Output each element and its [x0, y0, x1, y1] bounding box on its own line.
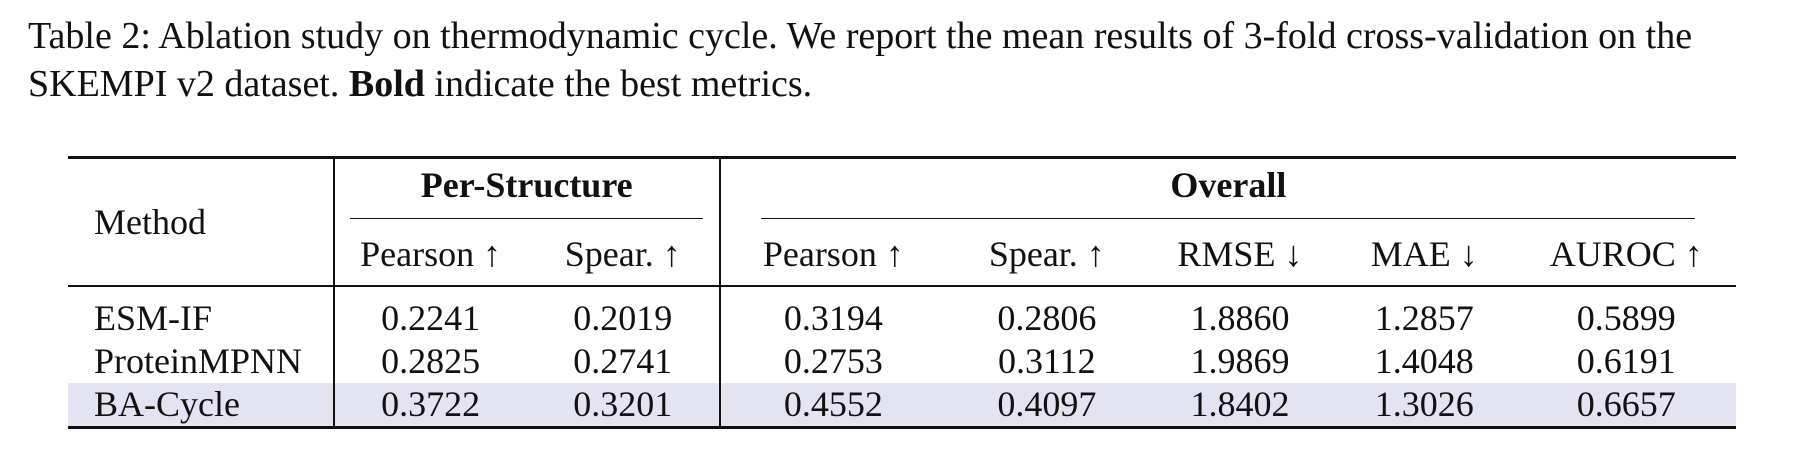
metric-cell: 0.6191 [1576, 341, 1676, 381]
method-cell: ProteinMPNN [68, 340, 335, 383]
caption-tail: indicate the best metrics. [434, 63, 813, 105]
metric-cell: 0.3201 [526, 383, 721, 428]
metric-cell: 0.5899 [1576, 298, 1676, 338]
metric-cell: 0.2741 [526, 340, 721, 383]
metric-cell: 1.9869 [1190, 341, 1290, 381]
table-row: ESM-IF 0.2241 0.2019 0.3194 0.2806 1.8860 1.28… [68, 286, 1736, 340]
group-header-overall: Overall [720, 158, 1736, 224]
column-header: Spear. ↑ [988, 234, 1105, 274]
caption-bold-word: Bold [348, 63, 425, 105]
table-caption: Table 2: Ablation study on thermodynamic… [28, 12, 1783, 108]
group-header-row: Method Per-Structure Overall [68, 157, 1736, 286]
metric-cell: 1.4048 [1374, 341, 1474, 381]
metric-cell: 0.2019 [526, 286, 721, 340]
column-header: RMSE ↓ [1177, 234, 1303, 274]
column-header: MAE ↓ [1370, 234, 1478, 274]
results-table: Method Per-Structure Overall Pearson ↑ S… [68, 156, 1736, 429]
metric-cell: 0.2806 [997, 298, 1097, 338]
method-cell: BA-Cycle [68, 383, 335, 428]
group-header-per-structure: Per-Structure [333, 157, 721, 223]
caption-lead: Table 2: Ablation study on thermodynamic… [28, 15, 1693, 105]
metric-cell: 0.3112 [997, 341, 1096, 381]
column-header: AUROC ↑ [1549, 234, 1703, 274]
metric-cell: 1.8860 [1190, 298, 1290, 338]
table-row: BA-Cycle 0.3722 0.3201 0.4552 0.4097 1.8402 1.… [68, 383, 1736, 428]
group-label-per-structure: Per-Structure [349, 164, 704, 219]
metric-cell: 0.2825 [381, 341, 481, 381]
method-cell: ESM-IF [68, 286, 335, 340]
column-header: Pearson ↑ [360, 234, 502, 274]
table-row: ProteinMPNN 0.2825 0.2741 0.2753 0.3112 1.986… [68, 340, 1736, 383]
group-label-overall: Overall [761, 164, 1696, 219]
metric-cell: 0.2753 [783, 341, 883, 381]
method-header: Method [68, 157, 335, 286]
metric-cell: 1.3026 [1332, 383, 1517, 428]
metric-cell: 0.6657 [1516, 383, 1736, 428]
metric-cell: 0.2241 [381, 298, 481, 338]
metric-cell: 0.3194 [783, 298, 883, 338]
metric-cell: 0.4552 [719, 383, 946, 428]
metric-cell: 1.2857 [1374, 298, 1474, 338]
metric-cell: 1.8402 [1147, 383, 1333, 428]
column-header-row: Pearson ↑ Spear. ↑ Pearson ↑ Spear. ↑ RM… [68, 223, 1736, 286]
column-header: Spear. ↑ [526, 223, 721, 286]
metric-cell: 0.4097 [945, 383, 1148, 428]
column-header: Pearson ↑ [762, 234, 904, 274]
table-body: ESM-IF 0.2241 0.2019 0.3194 0.2806 1.8860 1.28… [68, 286, 1736, 428]
metric-cell: 0.3722 [333, 383, 527, 428]
